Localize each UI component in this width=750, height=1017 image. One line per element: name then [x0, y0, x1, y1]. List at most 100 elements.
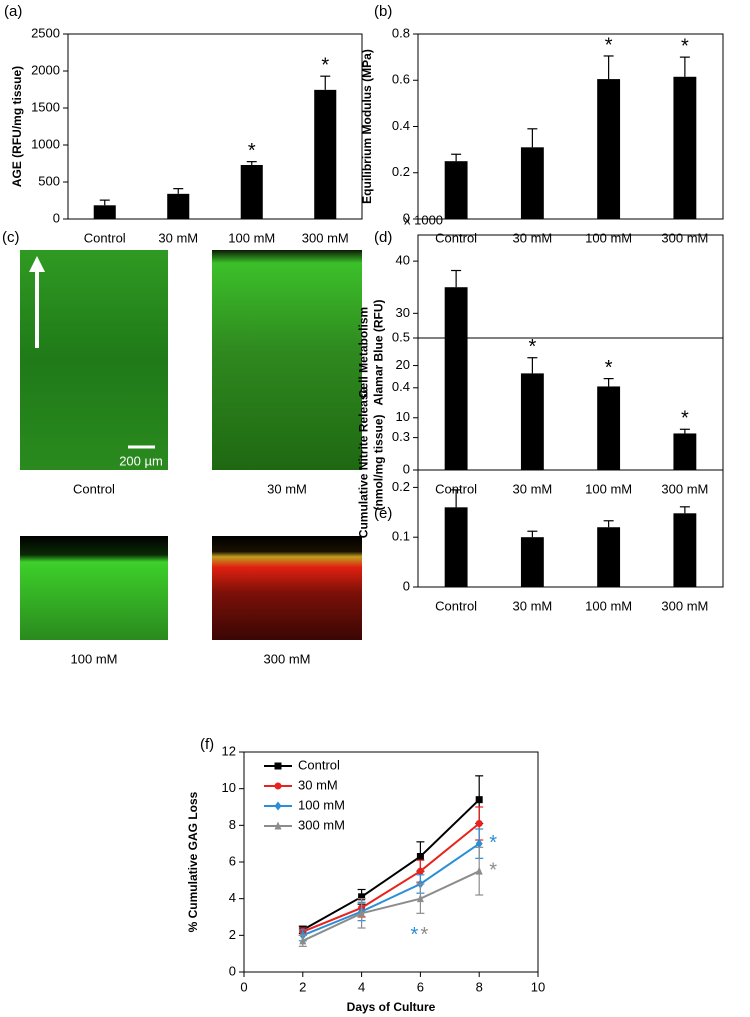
marker: [358, 908, 366, 917]
y-tick-label: 2: [229, 927, 236, 942]
x-tick-label: 100 mM: [585, 481, 632, 496]
marker: [416, 894, 424, 903]
y-tick-label: 0: [403, 578, 410, 593]
panel-label: (e): [374, 505, 392, 522]
plot-frame: [417, 337, 724, 588]
x-tick-label: 2: [299, 979, 306, 994]
marker: [475, 796, 483, 804]
image-panel: (c) 200 µm Control 30 mM 100 mM 300 mM: [2, 229, 362, 666]
bar: [520, 537, 544, 587]
x-tick-label: Control: [435, 598, 477, 613]
y-tick-label: 0.4: [392, 118, 410, 133]
bar: [673, 76, 697, 219]
micrograph: [20, 250, 168, 470]
bar: [597, 527, 621, 587]
legend-label: 100 mM: [298, 797, 345, 812]
y-tick-label: 0.2: [392, 479, 410, 494]
x-tick-label: 6: [417, 979, 424, 994]
micrograph: [212, 536, 362, 640]
bar: [520, 147, 544, 219]
caption: Control: [73, 481, 115, 496]
bar: [167, 193, 190, 219]
y-tick-label: 0.8: [392, 25, 410, 40]
plot-frame: [417, 33, 724, 220]
y-tick-label: 30: [396, 305, 410, 320]
y-tick-label: 0.1: [392, 529, 410, 544]
panel-label: (c): [2, 229, 20, 246]
legend-marker: [274, 782, 282, 790]
x-tick-label: 30 mM: [513, 481, 553, 496]
bar: [444, 507, 468, 587]
y-tick-label: 0: [53, 210, 60, 225]
y-axis-label: AGE (RFU/mg tissue): [10, 66, 24, 187]
panel-label: (d): [374, 229, 392, 246]
y-tick-label: 0.3: [392, 429, 410, 444]
series-line: [302, 842, 480, 937]
y-tick-label: 2500: [31, 25, 60, 40]
y-tick-label: 0: [403, 210, 410, 225]
x-tick-label: 300 mM: [302, 230, 349, 245]
x-tick-label: 30 mM: [513, 230, 553, 245]
y-tick-label: 2000: [31, 62, 60, 77]
caption: 30 mM: [267, 481, 307, 496]
panel-label: (a): [4, 3, 22, 20]
significance-mark: *: [681, 408, 689, 430]
caption: 300 mM: [264, 651, 311, 666]
marker: [475, 866, 483, 875]
x-tick-label: 300 mM: [661, 598, 708, 613]
bar: [314, 89, 337, 220]
caption: 100 mM: [71, 651, 118, 666]
x-tick-label: 4: [358, 979, 365, 994]
x-tick-label: Control: [435, 481, 477, 496]
significance-mark: *: [489, 859, 497, 881]
significance-mark: *: [489, 832, 497, 854]
panel-label: (f): [200, 736, 214, 753]
y-tick-label: 500: [38, 173, 60, 188]
axis-multiplier: x 1000: [404, 212, 443, 227]
x-tick-label: Control: [435, 230, 477, 245]
y-tick-label: 0.6: [392, 72, 410, 87]
bar: [597, 386, 621, 470]
bar: [673, 433, 697, 470]
significance-mark: *: [681, 35, 689, 57]
marker: [358, 893, 366, 901]
scale-bar-label: 200 µm: [119, 453, 163, 468]
significance-mark: *: [605, 34, 613, 56]
x-tick-label: Control: [84, 230, 126, 245]
y-tick-label: 10: [396, 409, 410, 424]
x-tick-label: 30 mM: [158, 230, 198, 245]
y-tick-label: 0: [229, 963, 236, 978]
significance-mark: *: [421, 924, 429, 946]
significance-mark: *: [321, 54, 329, 76]
x-tick-label: 100 mM: [228, 230, 275, 245]
x-tick-label: 30 mM: [513, 598, 553, 613]
bar: [444, 287, 468, 470]
y-tick-label: 8: [229, 817, 236, 832]
x-axis-label: Days of Culture: [347, 1000, 436, 1014]
y-tick-label: 12: [222, 743, 236, 758]
y-tick-label: 0: [403, 461, 410, 476]
series-line: [302, 822, 480, 933]
y-tick-label: 0.5: [392, 329, 410, 344]
arrow-head: [29, 256, 45, 272]
marker: [416, 853, 424, 860]
y-axis-label: % Cumulative GAG Loss: [186, 791, 200, 932]
x-tick-label: 8: [476, 979, 483, 994]
legend-label: 30 mM: [298, 777, 338, 792]
significance-mark: *: [605, 357, 613, 379]
legend-label: Control: [298, 757, 340, 772]
significance-mark: *: [411, 924, 419, 946]
bar: [93, 205, 116, 219]
bar: [673, 513, 697, 587]
y-tick-label: 6: [229, 853, 236, 868]
legend-marker: [274, 821, 282, 830]
legend-label: 300 mM: [298, 817, 345, 832]
bar: [520, 373, 544, 470]
x-tick-label: 100 mM: [585, 230, 632, 245]
y-axis-label: Alamar Blue (RFU): [372, 299, 386, 405]
y-tick-label: 1500: [31, 99, 60, 114]
micrograph: [212, 250, 362, 470]
marker: [299, 936, 307, 945]
legend-marker: [274, 762, 282, 770]
